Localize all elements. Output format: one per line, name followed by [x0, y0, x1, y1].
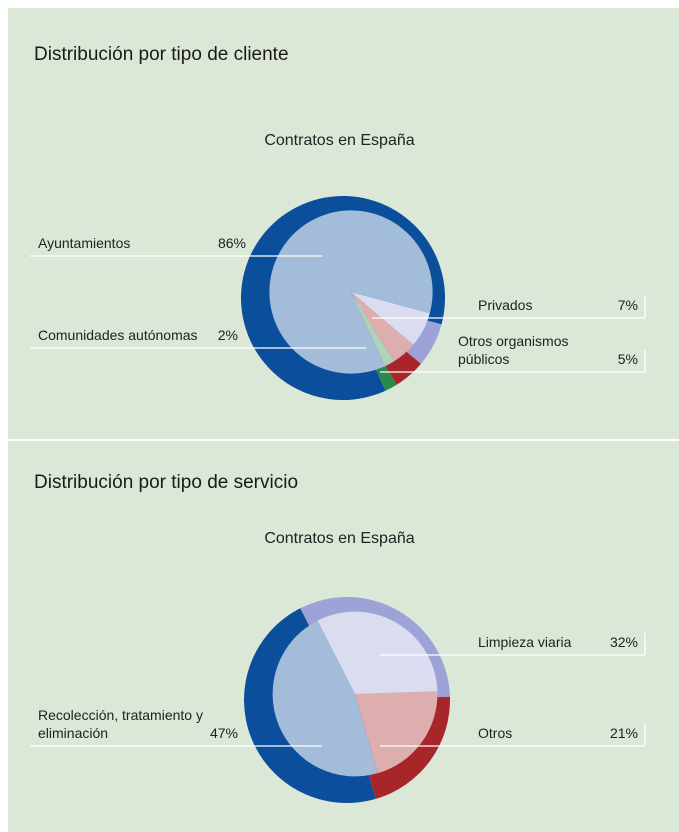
slice-value: 47% [209, 725, 238, 741]
slice-value: 21% [609, 725, 638, 741]
slice-value: 32% [609, 634, 638, 650]
slice-label: Recolección, tratamiento y eliminación 47… [38, 706, 238, 742]
slice-value: 86% [217, 235, 246, 251]
pie-slice-face [272, 620, 378, 777]
slice-value: 7% [617, 297, 638, 313]
pie-slice-face [355, 691, 438, 774]
chart-subtitle: Contratos en España [264, 132, 415, 149]
slice-name: Privados [478, 297, 533, 313]
slice-name: Comunidades autónomas [38, 327, 198, 343]
slice-label: Otros 21% [478, 724, 638, 742]
section-title: Distribución por tipo de servicio [34, 472, 299, 493]
pie-slice-face [317, 611, 438, 694]
slice-label: Comunidades autónomas 2% [38, 326, 238, 344]
slice-label: Privados 7% [478, 296, 638, 314]
slice-name: Recolección, tratamiento y eliminación [38, 707, 203, 741]
slice-name: Otros [478, 725, 513, 741]
pie-slice-face [269, 210, 433, 374]
pie-slice-face [351, 292, 414, 362]
slice-name: Otros organismos públicos [458, 333, 569, 367]
chart-subtitle: Contratos en España [264, 530, 415, 547]
slice-name: Ayuntamientos [38, 235, 131, 251]
pie-slice-face [351, 292, 394, 367]
slice-label: Limpieza viaria 32% [478, 633, 638, 651]
slice-label: Ayuntamientos 86% [38, 234, 246, 252]
slice-label: Otros organismos públicos 5% [458, 332, 638, 368]
section-title: Distribución por tipo de cliente [34, 44, 289, 65]
slice-name: Limpieza viaria [478, 634, 572, 650]
slice-value: 2% [217, 327, 238, 343]
slice-value: 5% [617, 351, 638, 367]
